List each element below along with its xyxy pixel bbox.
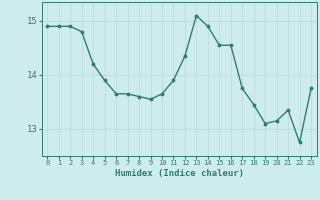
X-axis label: Humidex (Indice chaleur): Humidex (Indice chaleur) — [115, 169, 244, 178]
